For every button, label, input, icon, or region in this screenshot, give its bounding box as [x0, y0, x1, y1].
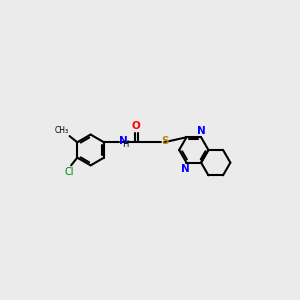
Text: N: N — [197, 126, 206, 136]
Text: N: N — [118, 136, 127, 146]
Text: N: N — [181, 164, 190, 174]
Text: H: H — [122, 140, 129, 149]
Text: S: S — [162, 136, 169, 146]
Text: Cl: Cl — [65, 167, 74, 177]
Text: O: O — [132, 121, 141, 131]
Text: CH₃: CH₃ — [55, 126, 69, 135]
